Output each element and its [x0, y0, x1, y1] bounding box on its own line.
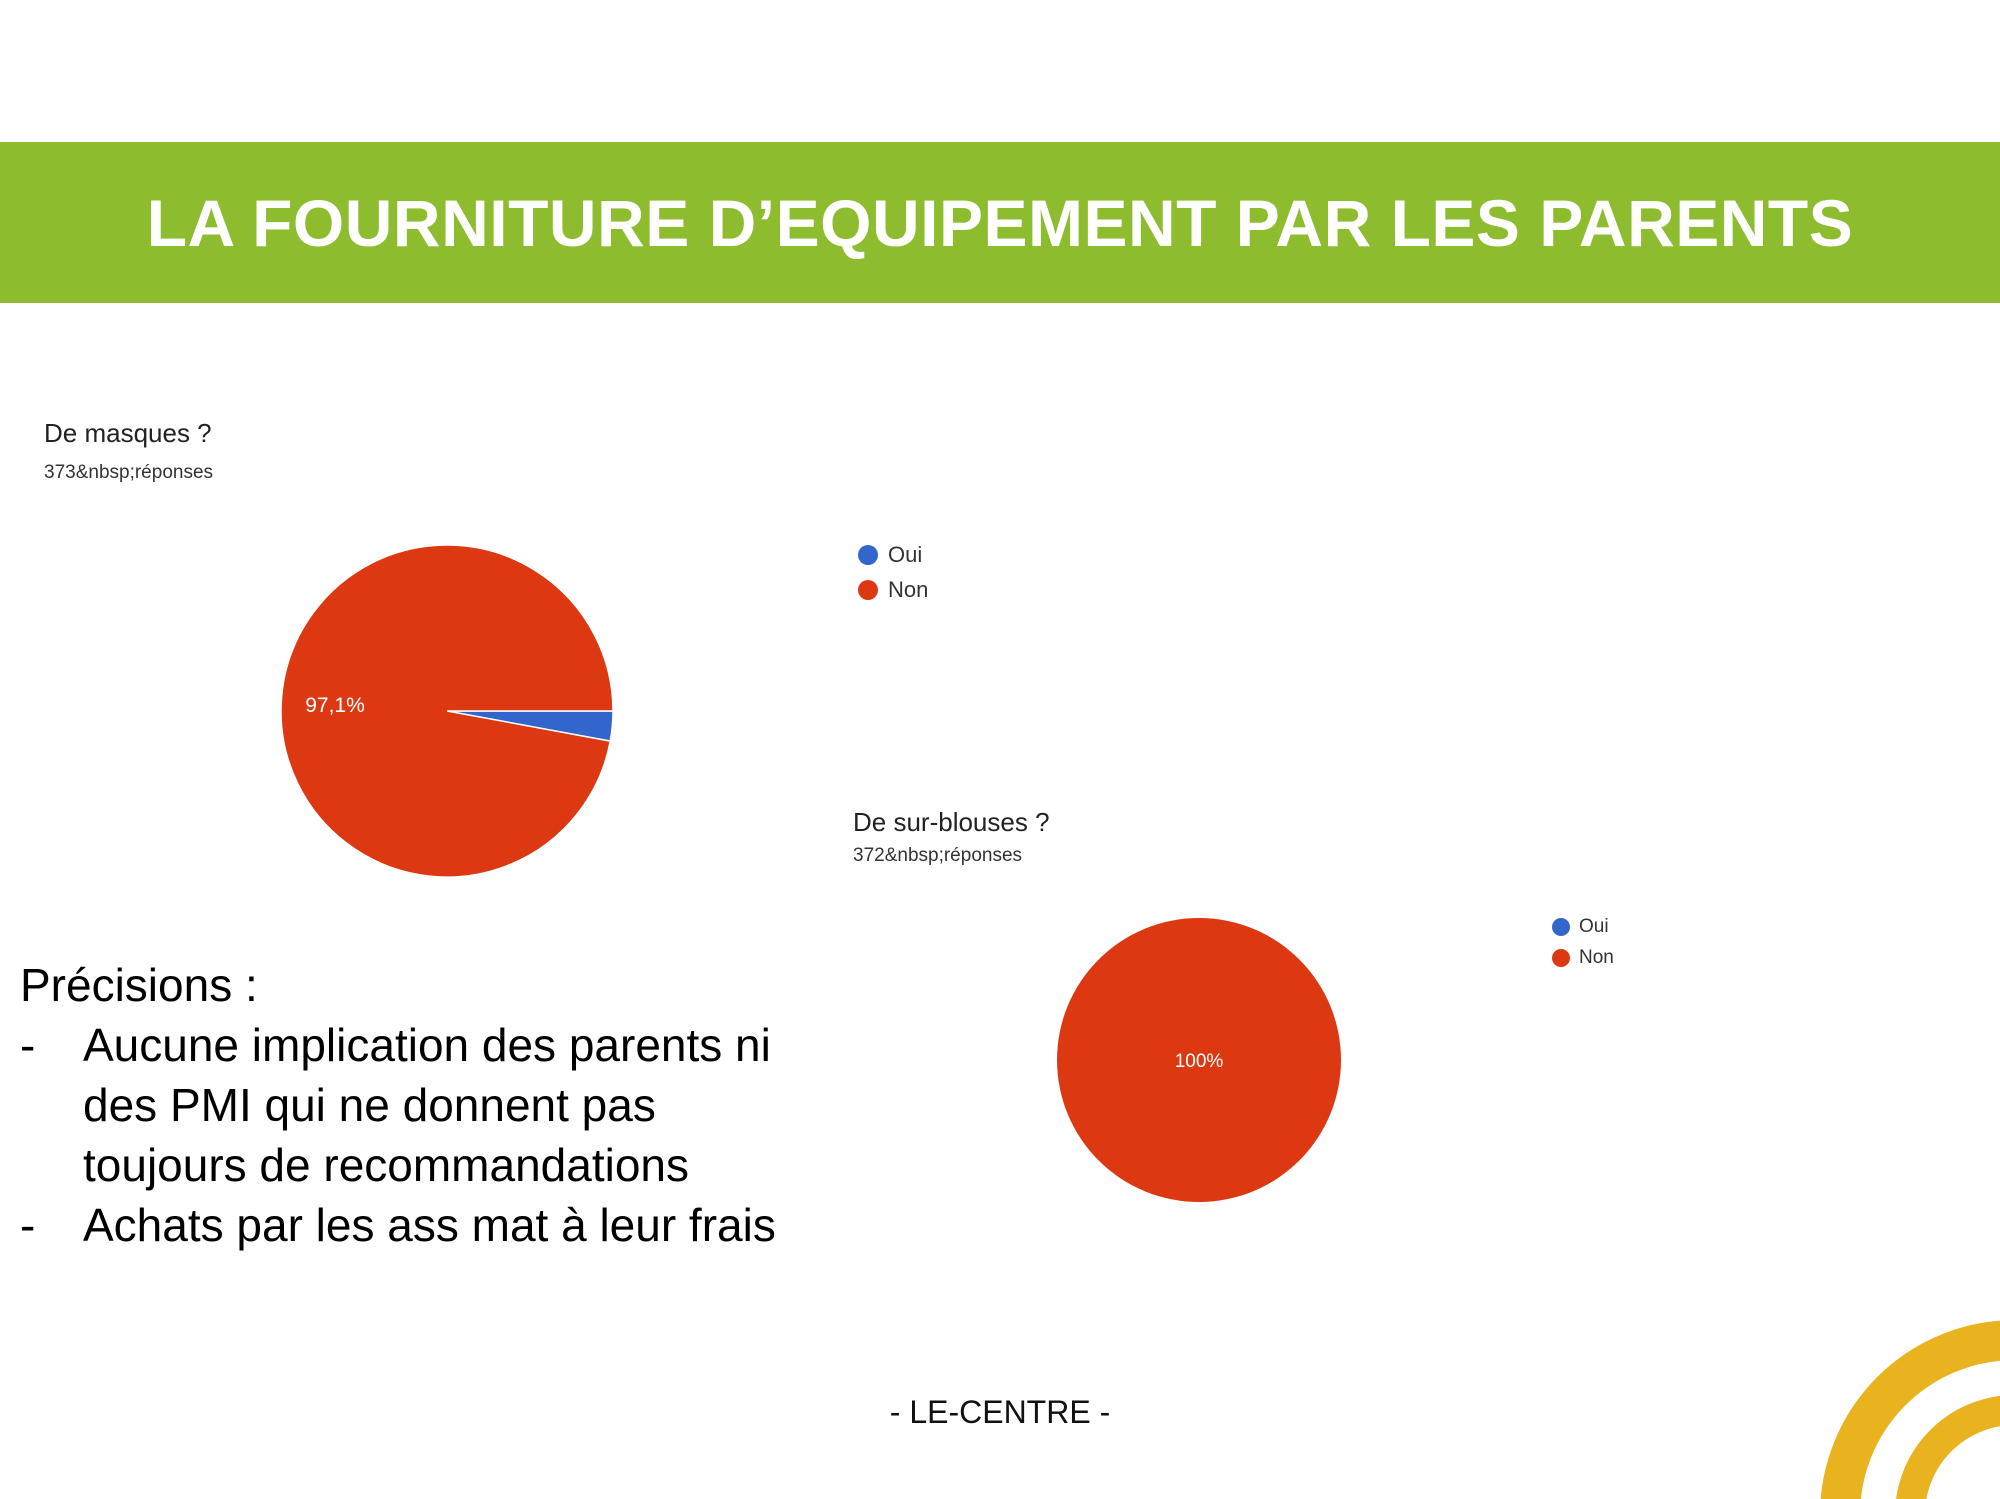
- legend-swatch: [858, 544, 878, 565]
- notes-heading: Précisions :: [20, 959, 258, 1011]
- chart2-title: De sur-blouses ?: [853, 807, 1050, 837]
- chart2-pie: 100%: [1057, 918, 1341, 1202]
- legend-label: Oui: [888, 541, 923, 567]
- page-title: LA FOURNITURE D’EQUIPEMENT PAR LES PAREN…: [146, 185, 1854, 260]
- legend-item-non: Non: [1552, 942, 1614, 973]
- pie-slice-non: [1057, 918, 1341, 1202]
- legend-item-oui: Oui: [858, 537, 928, 572]
- list-item: Aucune implication des parents ni des PM…: [20, 1015, 800, 1195]
- chart2-responses: 372&nbsp;réponses: [853, 845, 1023, 866]
- chart1-legend: Oui Non: [858, 537, 928, 607]
- chart1-pie: 97,1%: [280, 544, 614, 878]
- pie-slice-label: 97,1%: [305, 694, 365, 717]
- chart2-legend: Oui Non: [1552, 911, 1614, 973]
- footer-label: - LE-CENTRE -: [889, 1394, 1111, 1430]
- legend-swatch: [1552, 948, 1570, 967]
- legend-item-non: Non: [858, 572, 928, 607]
- list-item: Achats par les ass mat à leur frais: [20, 1195, 800, 1255]
- notes-list: Aucune implication des parents ni des PM…: [20, 1015, 800, 1255]
- notes-block: Précisions : Aucune implication des pare…: [20, 955, 800, 1255]
- legend-swatch: [1552, 917, 1570, 936]
- legend-swatch: [858, 579, 878, 600]
- chart1-title: De masques ?: [44, 418, 212, 448]
- legend-label: Non: [888, 576, 929, 602]
- decorative-arc-logo: [1820, 1320, 2000, 1499]
- title-banner: LA FOURNITURE D’EQUIPEMENT PAR LES PAREN…: [0, 142, 2000, 303]
- pie-slice-label: 100%: [1175, 1051, 1224, 1072]
- legend-item-oui: Oui: [1552, 911, 1614, 942]
- legend-label: Oui: [1579, 915, 1609, 937]
- chart1-responses: 373&nbsp;réponses: [44, 462, 214, 483]
- pie-slice-non: [280, 544, 614, 878]
- legend-label: Non: [1579, 946, 1614, 968]
